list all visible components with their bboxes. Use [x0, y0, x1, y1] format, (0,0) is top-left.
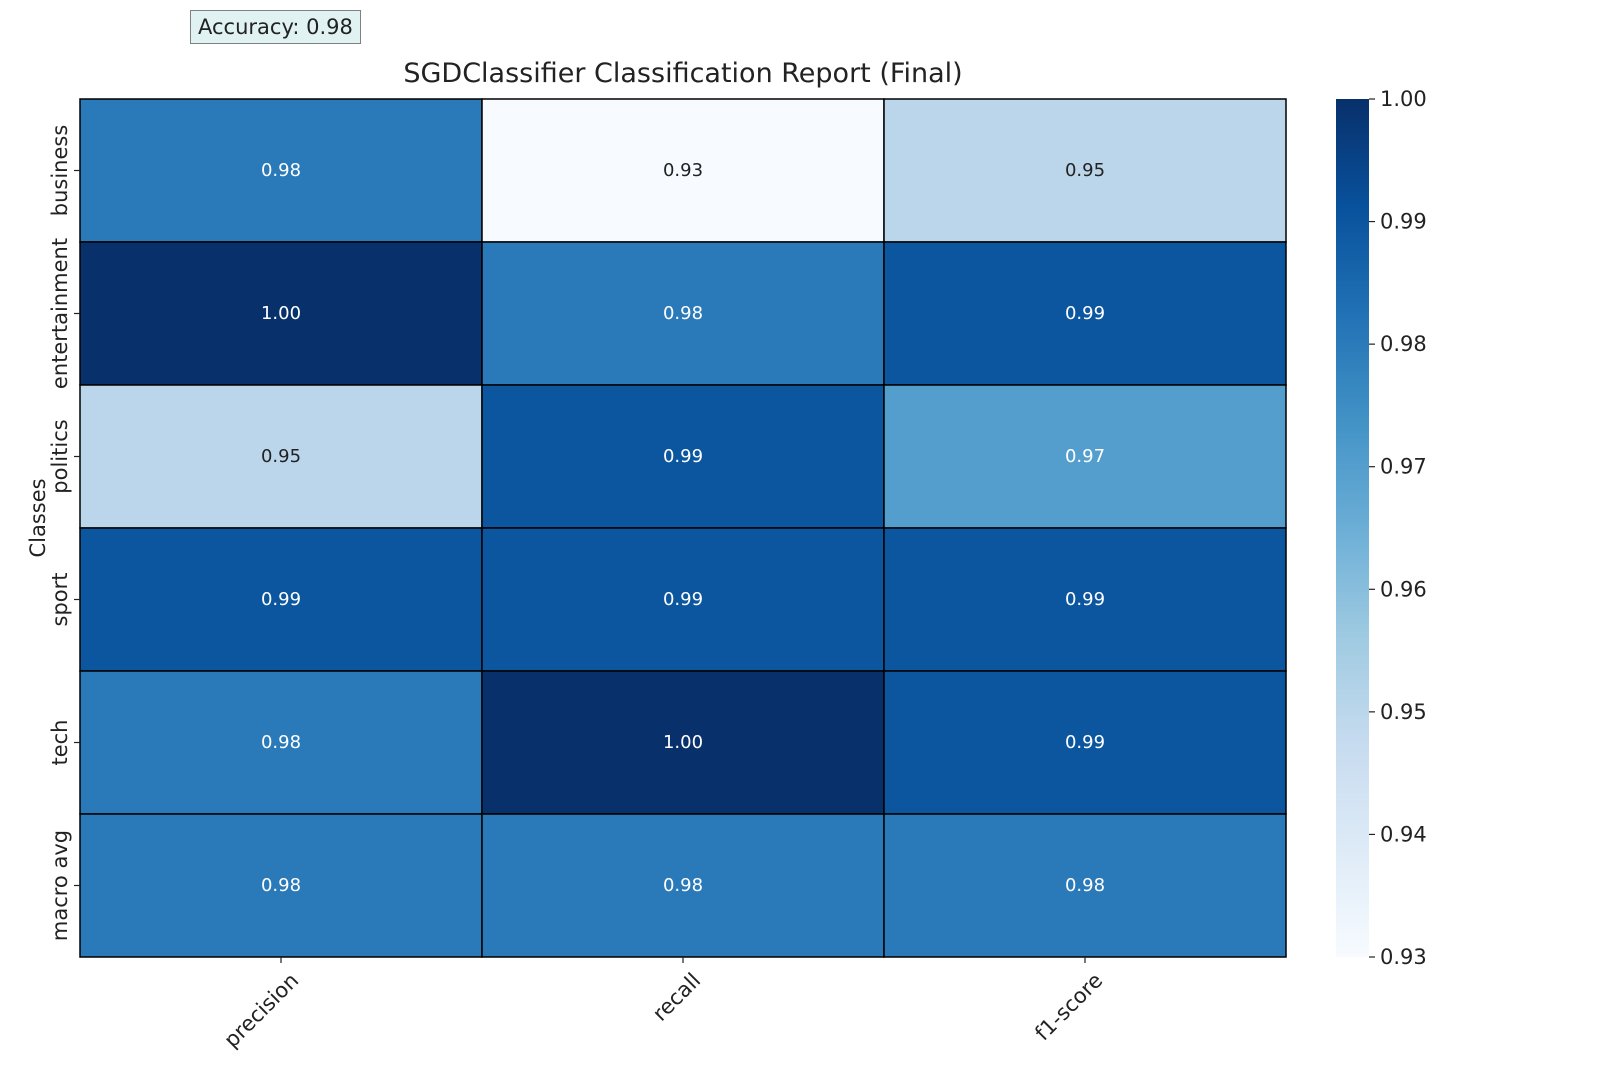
y-tick-label: entertainment — [48, 238, 72, 389]
cell-value-label: 0.99 — [1065, 303, 1105, 324]
cell-value-label: 0.99 — [1065, 732, 1105, 753]
cell-value-label: 0.99 — [663, 589, 703, 610]
x-tick-label: recall — [648, 968, 705, 1025]
colorbar-tick-label: 0.94 — [1380, 822, 1427, 846]
cell-annotations: 0.98 0.93 0.95 1.00 0.98 0.99 0.95 0.99 0.97 0.99… — [261, 160, 1105, 896]
chart-title: SGDClassifier Classification Report (Fin… — [403, 58, 963, 89]
colorbar-ticks: 0.93 0.94 0.95 0.96 0.97 0.98 0.99 1.00 — [1369, 87, 1427, 969]
colorbar-tick-label: 0.95 — [1380, 700, 1427, 724]
x-axis-ticks: precision recall f1-score — [219, 957, 1107, 1052]
cell-value-label: 0.99 — [1065, 589, 1105, 610]
heatmap-cell — [883, 241, 1287, 386]
heatmap-cell — [79, 384, 483, 529]
colorbar-tick-label: 0.97 — [1380, 455, 1427, 479]
heatmap-cell — [883, 384, 1287, 529]
heatmap-cell — [883, 813, 1287, 958]
colorbar-tick-label: 0.96 — [1380, 577, 1427, 601]
y-tick-label: politics — [48, 419, 72, 493]
heatmap-cell — [79, 813, 483, 958]
heatmap-cell — [883, 98, 1287, 243]
colorbar-tick-label: 0.99 — [1380, 210, 1427, 234]
colorbar — [1336, 99, 1369, 957]
x-tick-label: precision — [219, 968, 303, 1052]
y-tick-label: business — [48, 125, 72, 217]
heatmap-cell — [883, 527, 1287, 672]
y-tick-label: macro avg — [48, 830, 72, 941]
heatmap-cell — [481, 527, 885, 672]
x-tick-label: f1-score — [1030, 968, 1107, 1045]
heatmap-cells — [79, 98, 1287, 958]
cell-value-label: 0.99 — [663, 446, 703, 467]
heatmap-cell — [481, 813, 885, 958]
cell-value-label: 0.97 — [1065, 446, 1105, 467]
y-tick-label: tech — [48, 719, 72, 765]
cell-value-label: 0.99 — [261, 589, 301, 610]
cell-value-label: 1.00 — [261, 303, 301, 324]
heatmap-cell — [883, 670, 1287, 815]
y-axis-ticks: business entertainment politics sport tech ma… — [48, 125, 80, 941]
heatmap-cell — [79, 670, 483, 815]
y-tick-label: sport — [48, 573, 72, 627]
cell-value-label: 1.00 — [663, 732, 703, 753]
heatmap-cell — [79, 241, 483, 386]
colorbar-tick-label: 0.93 — [1380, 945, 1427, 969]
cell-value-label: 0.93 — [663, 160, 703, 181]
cell-value-label: 0.95 — [261, 446, 301, 467]
accuracy-annotation: Accuracy: 0.98 — [190, 10, 361, 44]
y-axis-label: Classes — [26, 478, 50, 557]
cell-value-label: 0.98 — [261, 875, 301, 896]
cell-value-label: 0.98 — [261, 732, 301, 753]
cell-value-label: 0.98 — [663, 875, 703, 896]
cell-value-label: 0.95 — [1065, 160, 1105, 181]
cell-value-label: 0.98 — [1065, 875, 1105, 896]
cell-value-label: 0.98 — [261, 160, 301, 181]
colorbar-tick-label: 1.00 — [1380, 87, 1427, 111]
heatmap-cell — [79, 527, 483, 672]
colorbar-tick-label: 0.98 — [1380, 332, 1427, 356]
cell-value-label: 0.98 — [663, 303, 703, 324]
heatmap-cell — [481, 98, 885, 243]
heatmap-cell — [481, 241, 885, 386]
